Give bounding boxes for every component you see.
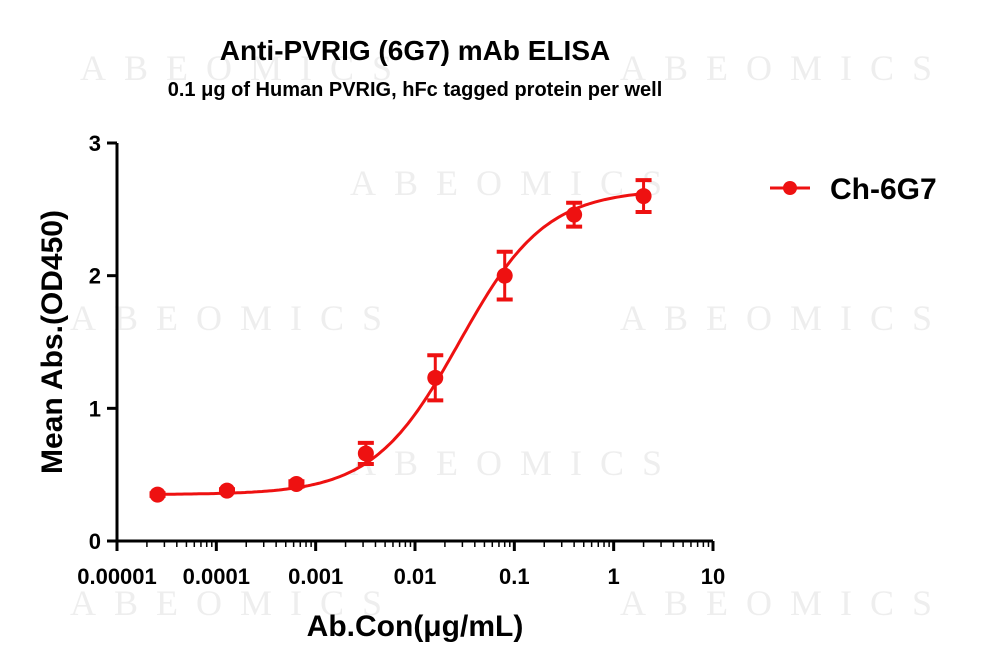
data-point	[566, 206, 583, 223]
y-tick-label: 2	[89, 264, 101, 289]
svg-text:ABEOMICS: ABEOMICS	[620, 48, 950, 88]
y-tick-label: 0	[89, 529, 101, 554]
chart-title: Anti-PVRIG (6G7) mAb ELISA	[220, 35, 610, 66]
svg-text:ABEOMICS: ABEOMICS	[350, 443, 680, 483]
legend-marker	[783, 181, 797, 195]
data-point	[427, 369, 444, 386]
y-axis-label: Mean Abs.(OD450)	[36, 210, 69, 474]
x-tick-label: 0.0001	[183, 564, 250, 589]
x-tick-label: 0.1	[499, 564, 530, 589]
fit-curve	[157, 192, 644, 496]
y-tick-label: 3	[89, 131, 101, 156]
x-tick-label: 0.01	[394, 564, 437, 589]
svg-text:ABEOMICS: ABEOMICS	[620, 298, 950, 338]
watermarks: ABEOMICS ABEOMICS ABEOMICS ABEOMICS ABEO…	[70, 48, 950, 623]
y-tick-label: 1	[89, 396, 101, 421]
svg-text:ABEOMICS: ABEOMICS	[620, 583, 950, 623]
data-point	[149, 486, 166, 503]
data-point	[635, 188, 652, 205]
x-axis-label: Ab.Con(μg/mL)	[307, 610, 524, 643]
svg-text:ABEOMICS: ABEOMICS	[70, 583, 400, 623]
legend-label: Ch-6G7	[830, 173, 937, 206]
chart-subtitle: 0.1 μg of Human PVRIG, hFc tagged protei…	[168, 79, 663, 101]
svg-text:ABEOMICS: ABEOMICS	[80, 48, 410, 88]
x-tick-label: 0.00001	[77, 564, 157, 589]
data-point	[288, 475, 305, 492]
svg-text:ABEOMICS: ABEOMICS	[350, 163, 680, 203]
data-point	[357, 445, 374, 462]
legend: Ch-6G7	[770, 173, 937, 206]
data-point	[218, 482, 235, 499]
x-tick-label: 1	[608, 564, 620, 589]
x-tick-label: 0.001	[288, 564, 343, 589]
data-point	[496, 267, 513, 284]
svg-text:ABEOMICS: ABEOMICS	[70, 298, 400, 338]
x-tick-label: 10	[701, 564, 725, 589]
